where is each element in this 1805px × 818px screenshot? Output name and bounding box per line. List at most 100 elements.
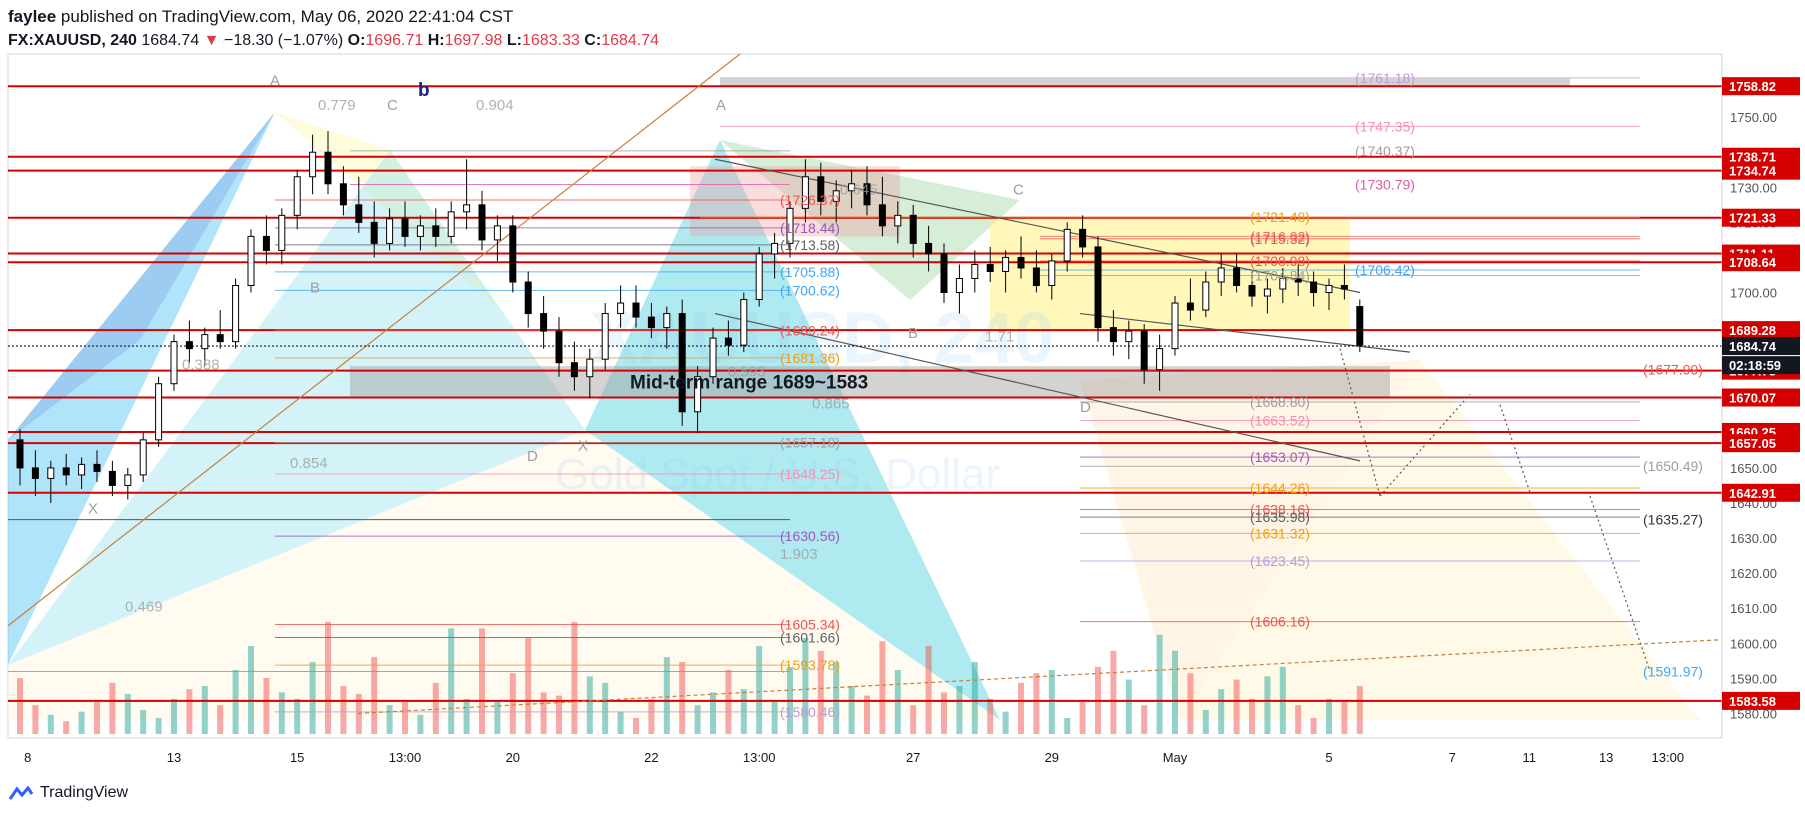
candle-body — [463, 204, 471, 213]
price-tag-bg — [1722, 253, 1800, 272]
price-tick: 1650.00 — [1730, 461, 1777, 476]
volume-bar — [47, 714, 54, 734]
ratio-label: 0.904 — [476, 97, 514, 114]
volume-bar — [1310, 718, 1317, 734]
candle-body — [755, 253, 763, 301]
volume-bar — [201, 686, 208, 734]
candle-body — [1125, 330, 1133, 343]
candle — [1017, 236, 1025, 279]
price-tag-text: 1734.74 — [1729, 164, 1777, 179]
volume-bar — [663, 657, 670, 734]
price-tag-bg — [1722, 161, 1800, 180]
pattern-triangle-7 — [1080, 360, 1420, 720]
price-tag-bg — [1722, 388, 1800, 407]
candle — [909, 204, 917, 258]
volume-bar — [94, 702, 100, 734]
candle — [108, 460, 116, 496]
candle — [1356, 299, 1364, 353]
candle-body — [493, 225, 501, 241]
candle-body — [1109, 327, 1117, 343]
candle-body — [663, 313, 671, 329]
volume-bar — [1172, 650, 1178, 734]
high-value: 1697.98 — [444, 32, 503, 49]
ratio-label: 1.903 — [780, 546, 818, 563]
fib-label: (1657.18) — [780, 435, 840, 451]
candle-body — [678, 313, 686, 413]
candle — [694, 366, 702, 433]
fib-label: (1653.07) — [1250, 449, 1310, 465]
candle-body — [1325, 285, 1333, 294]
pattern-xabcd-2 — [8, 112, 275, 665]
volume-bar — [941, 692, 947, 734]
pattern-point-label: D — [527, 448, 538, 465]
volume-bar — [140, 710, 147, 734]
candle-body — [93, 463, 101, 472]
pattern-triangle-5 — [585, 140, 1000, 720]
volume-bar — [525, 638, 532, 734]
volume-bar — [817, 650, 824, 734]
time-tick: 15 — [290, 750, 304, 765]
candle — [1217, 253, 1225, 297]
tradingview-logo[interactable]: TradingView — [8, 784, 128, 802]
candle-body — [848, 183, 856, 192]
candle — [740, 292, 748, 353]
time-tick: 13 — [167, 750, 181, 765]
volume-bar — [1187, 673, 1194, 734]
fib-label: (1716.02) — [1250, 228, 1310, 244]
fib-label: (1721.48) — [1250, 209, 1310, 225]
candle — [324, 131, 332, 195]
volume-bar — [910, 705, 917, 734]
candle-body — [1310, 281, 1318, 294]
price-tag-bg — [1722, 691, 1800, 710]
fib-label: (1681.36) — [780, 350, 840, 366]
volume-bar — [217, 705, 224, 734]
candle-body — [694, 376, 702, 413]
fib-label: (1677.99) — [1643, 362, 1703, 378]
candle-body — [1079, 228, 1087, 248]
volume-bar — [340, 686, 347, 734]
volume-bar — [479, 628, 485, 734]
volume-bar — [802, 638, 809, 734]
pattern-point-label: C — [387, 97, 398, 114]
candle-body — [570, 362, 578, 378]
candle-body — [1263, 288, 1271, 297]
candle-body — [216, 334, 224, 343]
fib-label: (1663.52) — [1250, 412, 1310, 428]
level-tag: 1734.74 — [1722, 161, 1800, 180]
candle-body — [309, 151, 317, 178]
volume-bar — [1295, 705, 1302, 734]
symbol-label[interactable]: FX:XAUUSD, 240 — [8, 32, 137, 49]
price-tag-text: 1657.05 — [1729, 436, 1776, 451]
candle — [786, 201, 794, 258]
candle-body — [1356, 306, 1364, 346]
ratio-label: 1.71 — [985, 329, 1014, 346]
candle — [1171, 296, 1179, 356]
candle — [201, 327, 209, 367]
fib-label: (1601.66) — [780, 629, 840, 645]
pattern-triangle-8 — [1180, 360, 1700, 720]
volume-bar — [771, 702, 778, 734]
time-tick: 11 — [1522, 750, 1536, 765]
candle-body — [339, 183, 347, 206]
top-box-grey — [720, 78, 1570, 87]
price-tick: 1590.00 — [1730, 671, 1777, 686]
author-name[interactable]: faylee — [8, 7, 57, 26]
candle — [971, 250, 979, 293]
candle — [293, 169, 301, 230]
price-tag-bg — [1722, 321, 1800, 340]
volume-bar — [494, 702, 501, 734]
candle-body — [232, 285, 240, 343]
candle — [155, 376, 163, 447]
volume-bar — [78, 711, 85, 734]
candle-body — [986, 263, 994, 272]
candle — [478, 190, 486, 251]
price-tag-text: 1689.28 — [1729, 323, 1776, 338]
price-tag-bg — [1722, 483, 1800, 502]
close-label: C: — [584, 32, 602, 49]
volume-bar — [402, 702, 408, 734]
candle-body — [632, 302, 640, 318]
candle-body — [1140, 330, 1148, 371]
volume-bar — [987, 698, 994, 734]
fib-label: (1700.62) — [780, 282, 840, 298]
